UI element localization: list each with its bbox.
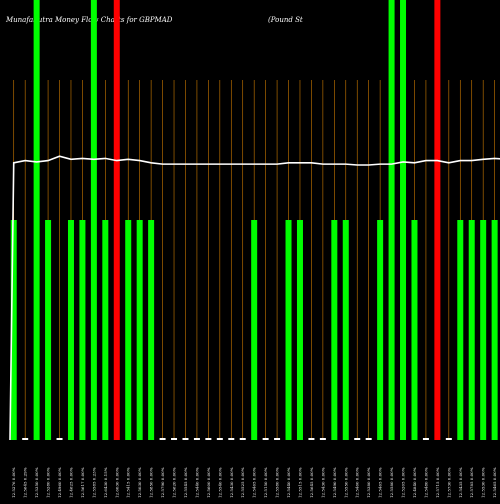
x-tick-label: 12.5150 0.00% (263, 467, 268, 498)
x-tick-label: 12.5540 0.00% (217, 467, 222, 498)
x-tick-label: 12.5430 0.00% (320, 467, 325, 498)
volume-bar (125, 220, 132, 440)
bar-series (10, 0, 498, 440)
x-tick-label: 12.5715 0.00% (435, 467, 440, 498)
x-tick-label: 12.5585 0.23% (91, 467, 96, 498)
x-tick-label: 12.5465 0.00% (378, 467, 383, 498)
volume-bar (228, 438, 235, 440)
volume-bar (33, 0, 40, 440)
volume-bar (56, 438, 63, 440)
volume-bar (193, 438, 200, 440)
x-tick-label: 12.4840 0.00% (412, 467, 417, 498)
x-tick-label: 12.5850 0.00% (149, 467, 154, 498)
x-tick-label: 12.5205 0.00% (401, 467, 406, 498)
x-tick-label: 12.5515 0.00% (297, 467, 302, 498)
x-tick-label: 12.5440 0.00% (286, 467, 291, 498)
volume-bar (159, 438, 166, 440)
volume-bar (274, 438, 281, 440)
x-tick-label: 12.5730 0.00% (446, 467, 451, 498)
x-tick-label: 12.4625 0.00% (68, 467, 73, 498)
line-series (9, 155, 500, 441)
volume-bar (400, 0, 407, 440)
x-tick-label: 12.5280 0.00% (46, 467, 51, 498)
volume-bar (457, 220, 464, 440)
x-tick-label: 12.5580 0.00% (275, 467, 280, 498)
volume-bar (22, 438, 29, 440)
volume-bar (216, 438, 223, 440)
volume-bar (148, 220, 155, 440)
x-tick-label: 12.5545 0.00% (183, 467, 188, 498)
volume-bar (171, 438, 178, 440)
x-tick-label: 12.5645 0.00% (309, 467, 314, 498)
volume-bar (136, 220, 143, 440)
volume-bar (296, 220, 303, 440)
volume-bar (422, 438, 429, 440)
x-tick-label: 12.5415 0.00% (126, 467, 131, 498)
volume-bar (45, 220, 52, 440)
chart-subtitle: (Pound St (268, 16, 303, 24)
x-tick-label: 12.5465 0.00% (492, 467, 497, 498)
x-tick-label: 12.5435 0.00% (458, 467, 463, 498)
x-tick-label: 12.5380 0.00% (366, 467, 371, 498)
x-tick-label: 12.5350 0.00% (34, 467, 39, 498)
x-tick-label: 12.5430 0.00% (229, 467, 234, 498)
x-tick-label: 12.5580 0.00% (389, 467, 394, 498)
volume-bar (480, 220, 487, 440)
chart-title: MunafaSutra Money Flow Charts for GBPMAD (5, 16, 173, 24)
x-tick-label: 12.5620 0.00% (172, 467, 177, 498)
volume-bar (445, 438, 452, 440)
x-tick-label: 12.5790 0.00% (160, 467, 165, 498)
volume-bar (342, 220, 349, 440)
volume-bar (205, 438, 212, 440)
money-flow-line (9, 155, 500, 441)
x-tick-label: 12.5490 0.00% (332, 467, 337, 498)
volume-bar (251, 220, 258, 440)
x-tick-label: 12.5525 0.00% (240, 467, 245, 498)
x-tick-label: 12.5460 0.00% (355, 467, 360, 498)
x-tick-label: 12.5440 0.00% (194, 467, 199, 498)
volume-bar (365, 438, 372, 440)
x-tick-label: 12.5480 0.00% (423, 467, 428, 498)
x-tick-label: 12.5645 0.29% (23, 467, 28, 498)
volume-bar (411, 220, 418, 440)
x-tick-label: 12.5550 0.00% (343, 467, 348, 498)
x-tick-label: 12.5617 0.00% (80, 467, 85, 498)
volume-bar (67, 220, 74, 440)
volume-bar (90, 0, 97, 440)
volume-bar (182, 438, 189, 440)
x-tick-label: 12.4960 0.00% (57, 467, 62, 498)
volume-bar (434, 0, 441, 440)
volume-bar (239, 438, 246, 440)
x-tick-label: 12.6430 0.15% (103, 467, 108, 498)
x-tick-label: 12.5530 0.00% (481, 467, 486, 498)
volume-bar (377, 220, 384, 440)
volume-bar (388, 0, 395, 440)
x-tick-label: 12.5785 0.00% (469, 467, 474, 498)
volume-bar (113, 0, 120, 440)
volume-bar (491, 220, 498, 440)
x-tick-label: 12.5030 0.00% (137, 467, 142, 498)
volume-bar (468, 220, 475, 440)
x-tick-label: 12.5465 0.00% (252, 467, 257, 498)
volume-bar (10, 220, 17, 440)
volume-bar (354, 438, 361, 440)
x-tick-labels: 12.5276 0.00% 12.5645 0.29% 12.5350 0.00% 1… (11, 467, 497, 498)
volume-bar (319, 438, 326, 440)
volume-bar (331, 220, 338, 440)
volume-bar (262, 438, 269, 440)
x-tick-label: 12.5600 0.00% (206, 467, 211, 498)
volume-bar (102, 220, 109, 440)
volume-bar (308, 438, 315, 440)
x-tick-label: 12.6030 0.00% (114, 467, 119, 498)
x-tick-label: 12.5276 0.00% (11, 467, 16, 498)
volume-bar (79, 220, 86, 440)
volume-bar (285, 220, 292, 440)
